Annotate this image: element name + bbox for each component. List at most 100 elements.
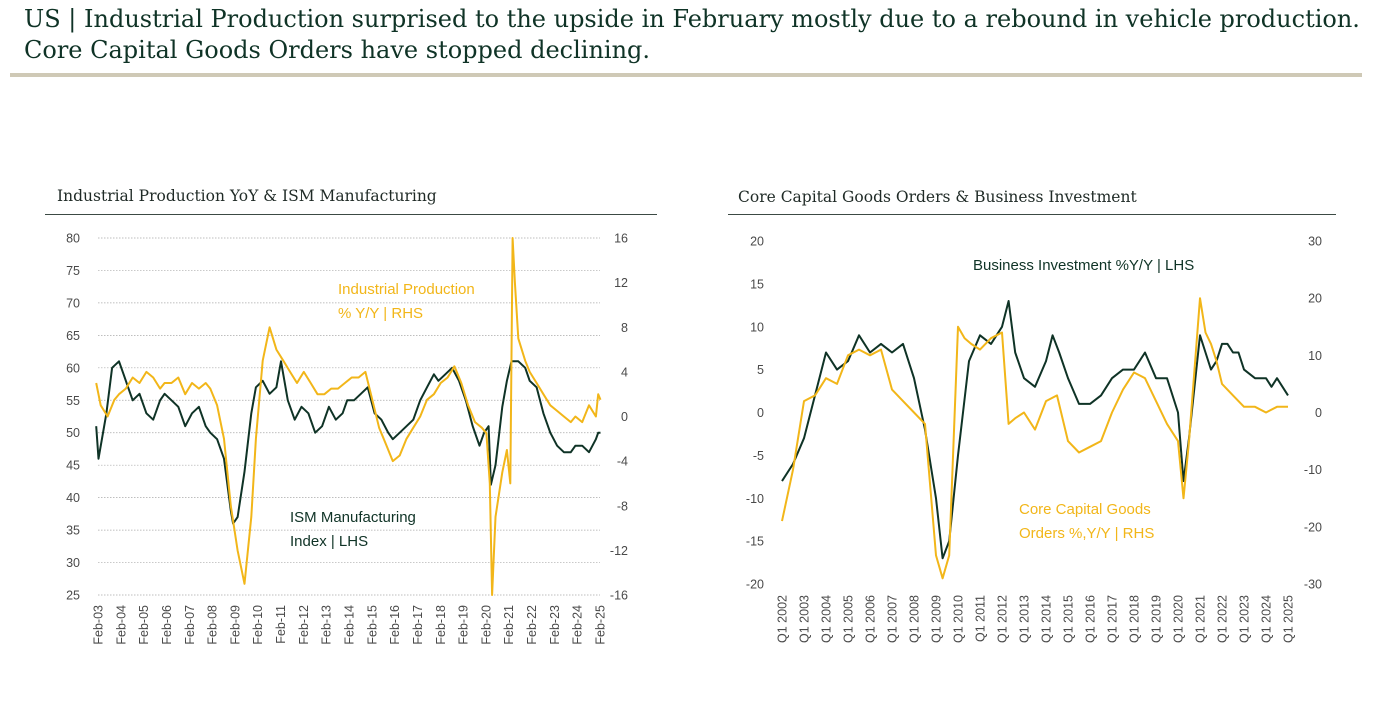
- chart1-x-tick-label: Q1 2023: [1238, 595, 1252, 643]
- chart0-series-line-dark: [95, 360, 601, 525]
- chart0-x-tick-label: Feb-20: [479, 605, 493, 645]
- chart0-x-tick-label: Feb-12: [297, 605, 311, 645]
- chart1-x-tick-label: Q1 2025: [1282, 595, 1296, 643]
- chart0-left-tick-label: 55: [66, 394, 80, 408]
- chart1-x-tick-label: Q1 2014: [1040, 595, 1054, 643]
- chart0-left-tick-label: 50: [66, 426, 80, 440]
- chart1-x-tick-label: Q1 2015: [1062, 595, 1076, 643]
- chart0-left-tick-label: 75: [66, 264, 80, 278]
- chart1-right-tick-label: 0: [1315, 406, 1322, 420]
- chart0-x-tick-label: Feb-03: [92, 605, 106, 645]
- chart0-right-tick-label: 4: [621, 365, 628, 379]
- chart1-x-tick-label: Q1 2024: [1260, 595, 1274, 643]
- chart0-left-tick-label: 45: [66, 459, 80, 473]
- chart1-x-tick-label: Q1 2020: [1172, 595, 1186, 643]
- chart0-x-tick-label: Feb-06: [160, 605, 174, 645]
- ism-series-label-line-1: ISM Manufacturing: [290, 509, 416, 526]
- title-divider: [10, 73, 1362, 77]
- chart0-left-tick-label: 65: [66, 329, 80, 343]
- chart0-x-tick-label: Feb-04: [114, 605, 128, 645]
- chart1-left-tick-label: -20: [746, 578, 764, 592]
- chart1-x-tick-label: Q1 2013: [1018, 595, 1032, 643]
- chart1-x-tick-label: Q1 2005: [842, 595, 856, 643]
- chart1-x-tick-label: Q1 2017: [1106, 595, 1120, 643]
- chart0-right-tick-label: 8: [621, 321, 628, 335]
- chart1-left-tick-label: 10: [750, 320, 764, 334]
- chart0-right-tick-label: -16: [610, 589, 628, 603]
- chart1-x-tick-label: Q1 2009: [930, 595, 944, 643]
- chart0-left-tick-label: 80: [66, 232, 80, 246]
- chart0-right-tick-label: -8: [617, 499, 628, 513]
- chart1-right-tick-label: -20: [1304, 520, 1322, 534]
- chart1-right-tick-label: -30: [1304, 578, 1322, 592]
- ism-series-label-line-2: Index | LHS: [290, 533, 368, 550]
- chart0-x-tick-label: Feb-05: [137, 605, 151, 645]
- chart0-x-tick-label: Feb-15: [365, 605, 379, 645]
- ip-series-label-line-1: Industrial Production: [338, 281, 475, 298]
- chart-divider-right: [728, 214, 1336, 215]
- chart0-right-tick-label: -4: [617, 455, 628, 469]
- chart1-right-tick-label: 20: [1308, 292, 1322, 306]
- chart1-x-tick-label: Q1 2010: [952, 595, 966, 643]
- ip-series-label-line-2: % Y/Y | RHS: [338, 305, 423, 322]
- chart1-right-tick-label: -10: [1304, 463, 1322, 477]
- chart0-left-tick-label: 40: [66, 491, 80, 505]
- chart0-x-tick-label: Feb-23: [548, 605, 562, 645]
- chart1-left-tick-label: -10: [746, 492, 764, 506]
- chart0-x-tick-label: Feb-21: [502, 605, 516, 645]
- business-investment-series-label: Business Investment %Y/Y | LHS: [973, 257, 1194, 274]
- chart1-right-tick-label: 30: [1308, 235, 1322, 249]
- chart1-right-tick-label: 10: [1308, 349, 1322, 363]
- page-title-line-2: Core Capital Goods Orders have stopped d…: [24, 36, 651, 64]
- chart1-x-tick-label: Q1 2007: [886, 595, 900, 643]
- core-capital-goods-series-label-line-1: Core Capital Goods: [1019, 501, 1151, 518]
- chart1-left-tick-label: -15: [746, 535, 764, 549]
- chart0-left-tick-label: 25: [66, 589, 80, 603]
- chart0-left-tick-label: 30: [66, 556, 80, 570]
- chart0-x-tick-label: Feb-07: [183, 605, 197, 645]
- page-title-line-1: US | Industrial Production surprised to …: [24, 5, 1360, 33]
- chart0-x-tick-label: Feb-14: [343, 605, 357, 645]
- chart1-x-tick-label: Q1 2008: [908, 595, 922, 643]
- chart1-x-tick-label: Q1 2022: [1216, 595, 1230, 643]
- chart0-left-tick-label: 60: [66, 361, 80, 375]
- chart1-left-tick-label: 5: [757, 363, 764, 377]
- chart-divider-left: [45, 214, 657, 215]
- chart0-x-tick-label: Feb-22: [525, 605, 539, 645]
- chart0-x-tick-label: Feb-08: [206, 605, 220, 645]
- chart1-x-tick-label: Q1 2002: [776, 595, 790, 643]
- chart-title-right: Core Capital Goods Orders & Business Inv…: [738, 188, 1137, 206]
- chart0-right-tick-label: 0: [621, 410, 628, 424]
- chart1-series-line-gold: [781, 297, 1288, 580]
- chart0-x-tick-label: Feb-18: [434, 605, 448, 645]
- chart1-x-tick-label: Q1 2011: [974, 595, 988, 642]
- chart0-right-tick-label: 12: [614, 276, 628, 290]
- chart0-left-tick-label: 70: [66, 296, 80, 310]
- chart0-right-tick-label: -12: [610, 544, 628, 558]
- chart1-x-tick-label: Q1 2019: [1150, 595, 1164, 643]
- chart1-x-tick-label: Q1 2003: [798, 595, 812, 643]
- chart0-series-line-gold: [95, 237, 602, 596]
- chart0-right-tick-label: 16: [614, 232, 628, 246]
- chart1-left-tick-label: -5: [753, 449, 764, 463]
- chart1-x-tick-label: Q1 2004: [820, 595, 834, 643]
- chart0-x-tick-label: Feb-19: [457, 605, 471, 645]
- chart0-x-tick-label: Feb-24: [571, 605, 585, 645]
- chart0-x-tick-label: Feb-10: [251, 605, 265, 645]
- chart0-x-tick-label: Feb-25: [594, 605, 608, 645]
- chart1-left-tick-label: 15: [750, 277, 764, 291]
- chart1-series-line-dark: [781, 300, 1289, 560]
- core-capital-goods-series-label-line-2: Orders %,Y/Y | RHS: [1019, 525, 1154, 542]
- chart1-left-tick-label: 20: [750, 235, 764, 249]
- page-title: US | Industrial Production surprised to …: [24, 4, 1364, 66]
- chart1-x-tick-label: Q1 2006: [864, 595, 878, 643]
- chart1-x-tick-label: Q1 2012: [996, 595, 1010, 643]
- chart0-left-tick-label: 35: [66, 524, 80, 538]
- chart0-x-tick-label: Feb-13: [320, 605, 334, 645]
- chart0-x-tick-label: Feb-16: [388, 605, 402, 645]
- chart1-x-tick-label: Q1 2016: [1084, 595, 1098, 643]
- chart0-x-tick-label: Feb-11: [274, 605, 288, 644]
- chart1-left-tick-label: 0: [757, 406, 764, 420]
